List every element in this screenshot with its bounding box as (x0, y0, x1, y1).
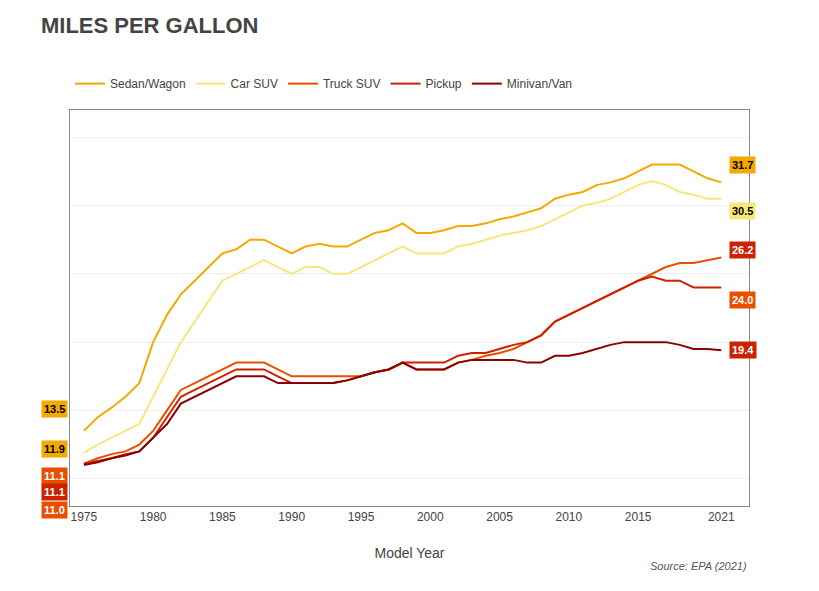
svg-text:30.5: 30.5 (732, 205, 753, 217)
svg-text:MILES PER GALLON: MILES PER GALLON (41, 13, 259, 38)
svg-text:Model Year: Model Year (374, 545, 444, 561)
svg-text:Sedan/Wagon: Sedan/Wagon (110, 77, 186, 91)
svg-text:2021: 2021 (708, 510, 735, 524)
svg-text:2000: 2000 (417, 510, 444, 524)
svg-text:2010: 2010 (556, 510, 583, 524)
svg-text:1995: 1995 (348, 510, 375, 524)
svg-text:Car SUV: Car SUV (231, 77, 278, 91)
svg-text:2015: 2015 (625, 510, 652, 524)
svg-text:Pickup: Pickup (426, 77, 462, 91)
svg-text:19.4: 19.4 (732, 344, 754, 356)
svg-text:13.5: 13.5 (44, 403, 65, 415)
svg-text:2005: 2005 (486, 510, 513, 524)
svg-text:11.1: 11.1 (44, 470, 65, 482)
svg-text:1985: 1985 (209, 510, 236, 524)
svg-text:1980: 1980 (140, 510, 167, 524)
svg-text:11.1: 11.1 (44, 486, 65, 498)
svg-text:31.7: 31.7 (732, 159, 753, 171)
svg-text:1975: 1975 (71, 510, 98, 524)
svg-text:Truck SUV: Truck SUV (323, 77, 381, 91)
svg-text:Minivan/Van: Minivan/Van (507, 77, 572, 91)
svg-text:24.0: 24.0 (732, 294, 753, 306)
svg-text:26.2: 26.2 (732, 244, 753, 256)
svg-text:11.9: 11.9 (44, 443, 65, 455)
svg-text:11.0: 11.0 (44, 504, 65, 516)
svg-text:1990: 1990 (278, 510, 305, 524)
svg-text:Source: EPA (2021): Source: EPA (2021) (650, 560, 747, 572)
